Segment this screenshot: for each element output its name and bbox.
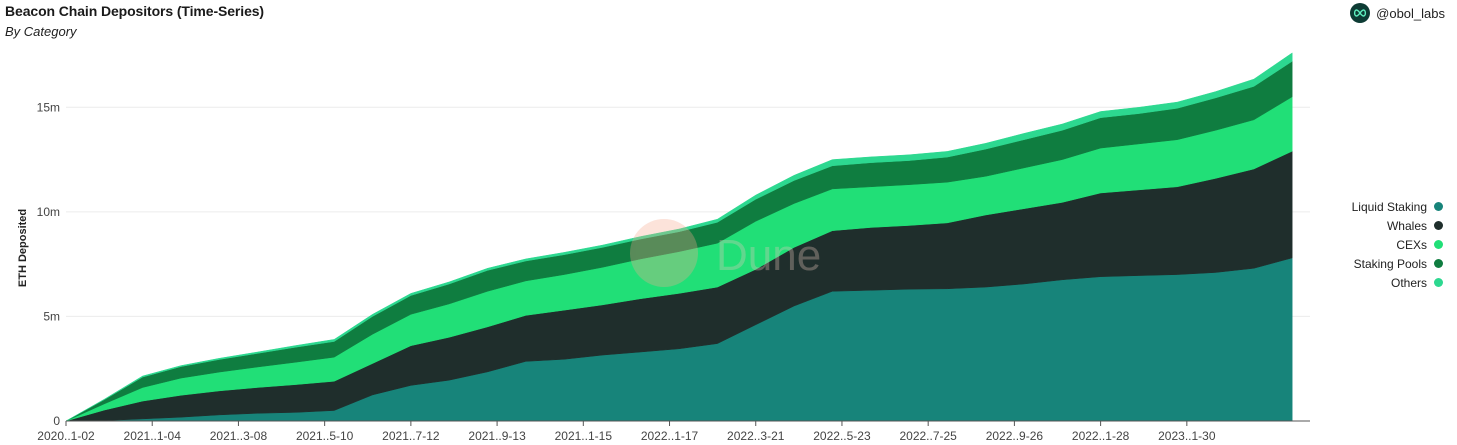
legend-item-staking-pools[interactable]: Staking Pools [1352, 254, 1443, 273]
legend-label: Liquid Staking [1351, 199, 1427, 214]
x-tick-label: 2021..1-04 [124, 429, 182, 443]
y-tick-label: 10m [37, 205, 60, 219]
x-tick-label: 2020..1-02 [37, 429, 95, 443]
chart-subtitle: By Category [5, 24, 77, 39]
legend-swatch-icon [1434, 259, 1443, 268]
legend-item-liquid-staking[interactable]: Liquid Staking [1352, 197, 1443, 216]
legend-label: Staking Pools [1353, 256, 1427, 271]
x-tick-label: 2022..1-28 [1072, 429, 1130, 443]
legend-swatch-icon [1434, 240, 1443, 249]
chart-title: Beacon Chain Depositors (Time-Series) [5, 3, 264, 19]
x-tick-label: 2021..7-12 [382, 429, 440, 443]
brand-handle: @obol_labs [1376, 5, 1445, 21]
x-tick-label: 2022..7-25 [899, 429, 957, 443]
dune-watermark: Dune [630, 219, 821, 287]
y-axis-label: ETH Deposited [17, 209, 29, 287]
x-tick-label: 2022..1-17 [641, 429, 699, 443]
legend-label: Others [1390, 275, 1427, 290]
legend-item-whales[interactable]: Whales [1352, 216, 1443, 235]
legend-item-cexs[interactable]: CEXs [1352, 235, 1443, 254]
x-tick-label: 2023..1-30 [1158, 429, 1216, 443]
legend-swatch-icon [1434, 278, 1443, 287]
x-tick-label: 2021..3-08 [210, 429, 268, 443]
x-tick-label: 2022..5-23 [813, 429, 871, 443]
legend-swatch-icon [1434, 221, 1443, 230]
legend-swatch-icon [1434, 202, 1443, 211]
legend-label: CEXs [1396, 237, 1427, 252]
obol-logo-icon [1350, 3, 1371, 23]
area-layer [65, 52, 1293, 422]
x-tick-label: 2021..5-10 [296, 429, 354, 443]
brand-badge[interactable]: @obol_labs [1350, 3, 1445, 23]
chart-legend: Liquid Staking Whales CEXs Staking Pools Oth… [1352, 197, 1443, 292]
x-tick-label: 2022..3-21 [727, 429, 785, 443]
x-tick-label: 2021..9-13 [468, 429, 526, 443]
svg-text:Dune: Dune [716, 231, 821, 280]
legend-label: Whales [1386, 218, 1427, 233]
y-tick-label: 0 [53, 414, 60, 428]
y-tick-label: 15m [37, 100, 60, 114]
y-tick-label: 5m [43, 309, 60, 323]
axes: 0 5m 10m 15m 2020..1-02 2021..1-04 2021..3-08 2… [17, 100, 1310, 443]
area-others[interactable] [65, 52, 1293, 422]
x-tick-label: 2021..1-15 [555, 429, 613, 443]
legend-item-others[interactable]: Others [1352, 273, 1443, 292]
x-tick-label: 2022..9-26 [986, 429, 1044, 443]
